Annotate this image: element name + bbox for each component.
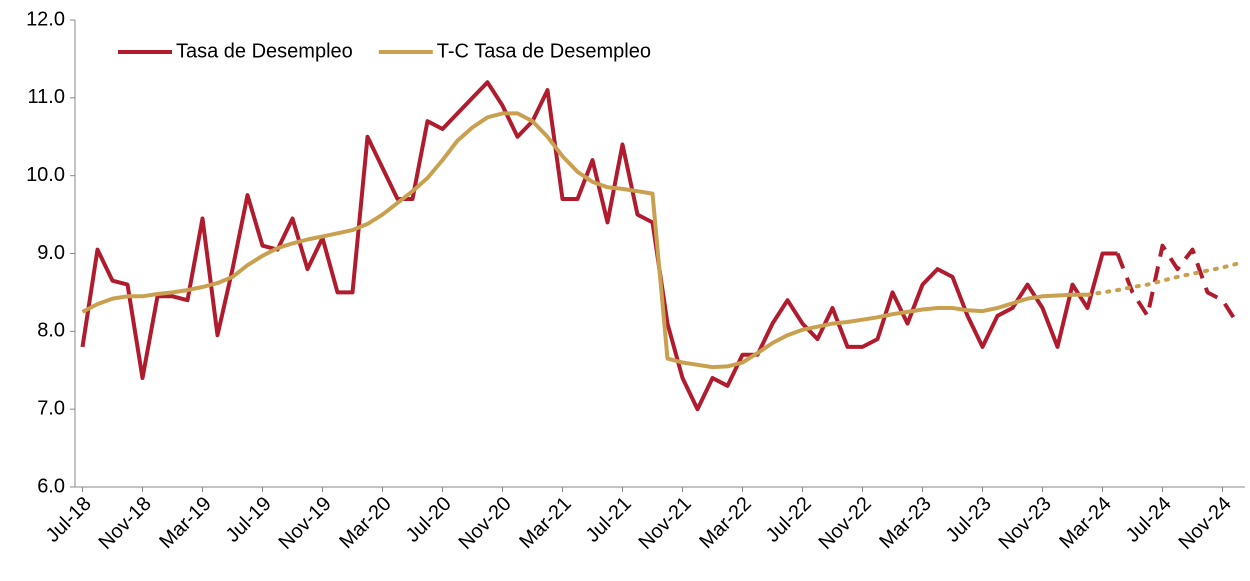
y-tick-label: 9.0 bbox=[37, 242, 65, 264]
series-line bbox=[1115, 243, 1240, 325]
x-tick-label: Nov-24 bbox=[1175, 493, 1236, 554]
y-tick-label: 12.0 bbox=[26, 8, 65, 30]
legend-label: Tasa de Desempleo bbox=[176, 40, 353, 62]
legend-label: T-C Tasa de Desempleo bbox=[437, 40, 651, 62]
x-tick-label: Nov-23 bbox=[995, 493, 1056, 554]
x-tick-label: Jul-24 bbox=[1122, 493, 1176, 547]
x-tick-label: Nov-21 bbox=[635, 493, 696, 554]
x-tick-label: Nov-19 bbox=[275, 493, 336, 554]
x-tick-label: Mar-21 bbox=[515, 493, 575, 553]
series-line bbox=[80, 80, 1118, 412]
series-line bbox=[81, 111, 1088, 370]
y-tick-label: 7.0 bbox=[37, 397, 65, 419]
x-tick-label: Mar-19 bbox=[155, 493, 215, 553]
x-tick-label: Mar-20 bbox=[335, 493, 395, 553]
y-tick-label: 10.0 bbox=[26, 164, 65, 186]
series-line bbox=[1085, 261, 1240, 297]
y-tick-label: 6.0 bbox=[37, 475, 65, 497]
y-tick-label: 8.0 bbox=[37, 320, 65, 342]
x-tick-label: Jul-20 bbox=[402, 493, 456, 547]
x-tick-label: Nov-18 bbox=[95, 493, 156, 554]
x-tick-label: Jul-22 bbox=[762, 493, 816, 547]
x-tick-label: Mar-23 bbox=[875, 493, 935, 553]
x-tick-label: Mar-22 bbox=[695, 493, 755, 553]
x-tick-label: Jul-19 bbox=[222, 493, 276, 547]
x-tick-label: Jul-23 bbox=[942, 493, 996, 547]
x-tick-label: Jul-18 bbox=[42, 493, 96, 547]
x-tick-label: Mar-24 bbox=[1055, 493, 1115, 553]
x-tick-label: Jul-21 bbox=[582, 493, 636, 547]
x-tick-label: Nov-20 bbox=[455, 493, 516, 554]
y-tick-label: 11.0 bbox=[28, 86, 65, 108]
x-tick-label: Nov-22 bbox=[815, 493, 876, 554]
